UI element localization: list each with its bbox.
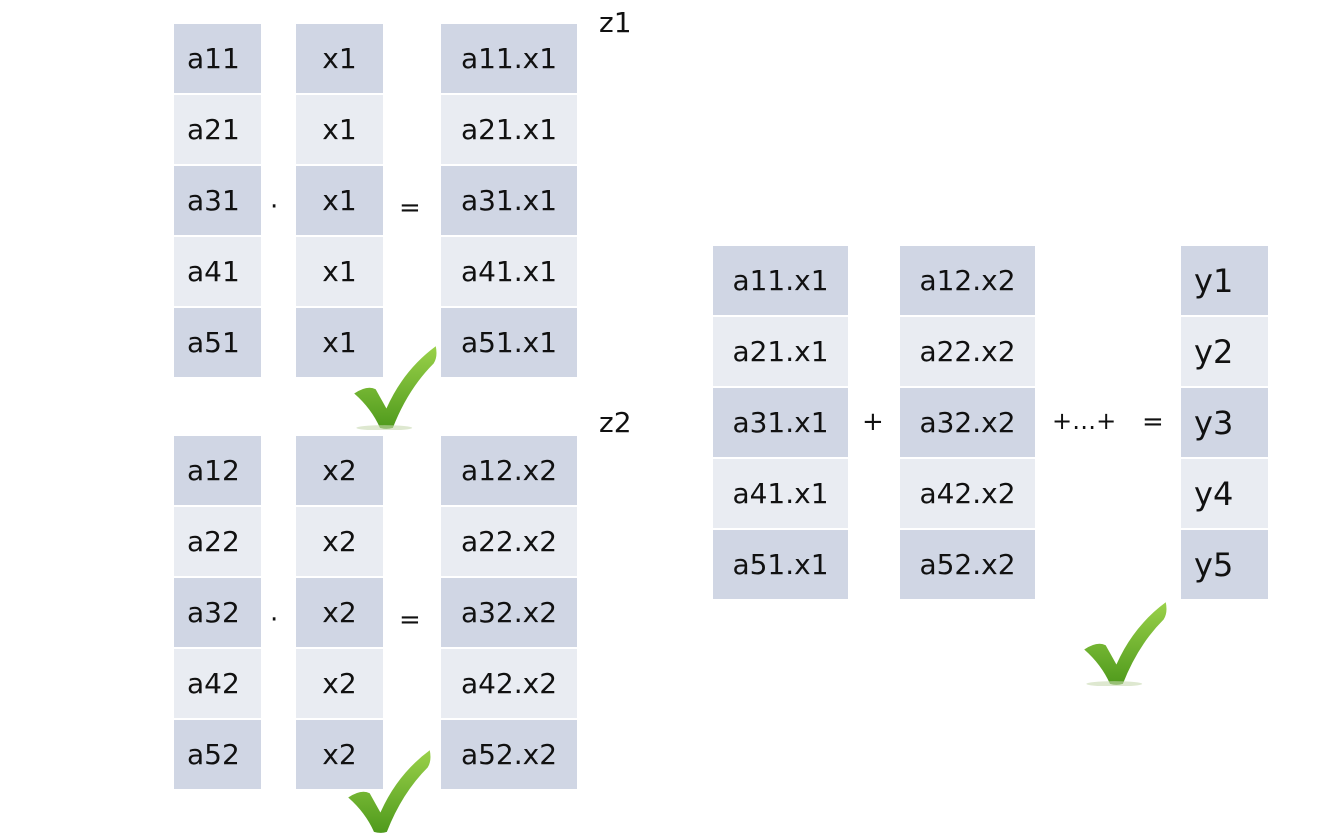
x-cell: x1 — [296, 166, 383, 237]
x-cell: x2 — [296, 720, 383, 791]
a-cell: a11 — [174, 24, 261, 95]
a-cell: a41 — [174, 237, 261, 308]
dot-operator: · — [270, 192, 279, 222]
z1-label: z1 — [599, 6, 632, 39]
x-cell: x2 — [296, 436, 383, 507]
a-cell: a31 — [174, 166, 261, 237]
y-cell: y2 — [1181, 317, 1268, 388]
equals-operator: = — [1142, 407, 1164, 437]
checkmark-icon — [354, 346, 437, 430]
a-cell: a42 — [174, 649, 261, 720]
x-cell: x2 — [296, 649, 383, 720]
product-cell: a21.x1 — [441, 95, 577, 166]
block-z2-product-column: a12.x2 a22.x2 a32.x2 a42.x2 a52.x2 — [441, 436, 577, 791]
block-z1-a-column: a11 a21 a31 a41 a51 — [174, 24, 261, 379]
dot-operator: · — [270, 605, 279, 635]
sum-cell: a51.x1 — [713, 530, 848, 601]
product-cell: a42.x2 — [441, 649, 577, 720]
x-cell: x2 — [296, 507, 383, 578]
sum-cell: a11.x1 — [713, 246, 848, 317]
block-z2-x-column: x2 x2 x2 x2 x2 — [296, 436, 383, 791]
sum-cell: a31.x1 — [713, 388, 848, 459]
product-cell: a41.x1 — [441, 237, 577, 308]
z2-label: z2 — [599, 406, 632, 439]
a-cell: a21 — [174, 95, 261, 166]
block-z2-a-column: a12 a22 a32 a42 a52 — [174, 436, 261, 791]
equals-operator: = — [399, 605, 421, 635]
checkmark-icon — [1084, 602, 1167, 686]
sum-cell: a12.x2 — [900, 246, 1035, 317]
product-cell: a52.x2 — [441, 720, 577, 791]
product-cell: a31.x1 — [441, 166, 577, 237]
product-cell: a51.x1 — [441, 308, 577, 379]
y-cell: y1 — [1181, 246, 1268, 317]
block-z1-x-column: x1 x1 x1 x1 x1 — [296, 24, 383, 379]
product-cell: a22.x2 — [441, 507, 577, 578]
sum-cell: a32.x2 — [900, 388, 1035, 459]
equals-operator: = — [399, 193, 421, 223]
product-cell: a11.x1 — [441, 24, 577, 95]
x-cell: x1 — [296, 237, 383, 308]
sum-column-1: a11.x1 a21.x1 a31.x1 a41.x1 a51.x1 — [713, 246, 848, 601]
sum-cell: a52.x2 — [900, 530, 1035, 601]
x-cell: x1 — [296, 308, 383, 379]
a-cell: a12 — [174, 436, 261, 507]
y-cell: y3 — [1181, 388, 1268, 459]
a-cell: a51 — [174, 308, 261, 379]
product-cell: a32.x2 — [441, 578, 577, 649]
y-column: y1 y2 y3 y4 y5 — [1181, 246, 1268, 601]
x-cell: x1 — [296, 24, 383, 95]
block-z1-product-column: a11.x1 a21.x1 a31.x1 a41.x1 a51.x1 — [441, 24, 577, 379]
sum-cell: a42.x2 — [900, 459, 1035, 530]
x-cell: x1 — [296, 95, 383, 166]
plus-operator: + — [862, 407, 884, 437]
sum-cell: a21.x1 — [713, 317, 848, 388]
product-cell: a12.x2 — [441, 436, 577, 507]
sum-column-2: a12.x2 a22.x2 a32.x2 a42.x2 a52.x2 — [900, 246, 1035, 601]
ellipsis-plus-operator: +…+ — [1052, 407, 1117, 435]
y-cell: y5 — [1181, 530, 1268, 601]
sum-cell: a41.x1 — [713, 459, 848, 530]
y-cell: y4 — [1181, 459, 1268, 530]
a-cell: a52 — [174, 720, 261, 791]
sum-cell: a22.x2 — [900, 317, 1035, 388]
a-cell: a32 — [174, 578, 261, 649]
a-cell: a22 — [174, 507, 261, 578]
checkmark-icon — [348, 750, 431, 833]
x-cell: x2 — [296, 578, 383, 649]
